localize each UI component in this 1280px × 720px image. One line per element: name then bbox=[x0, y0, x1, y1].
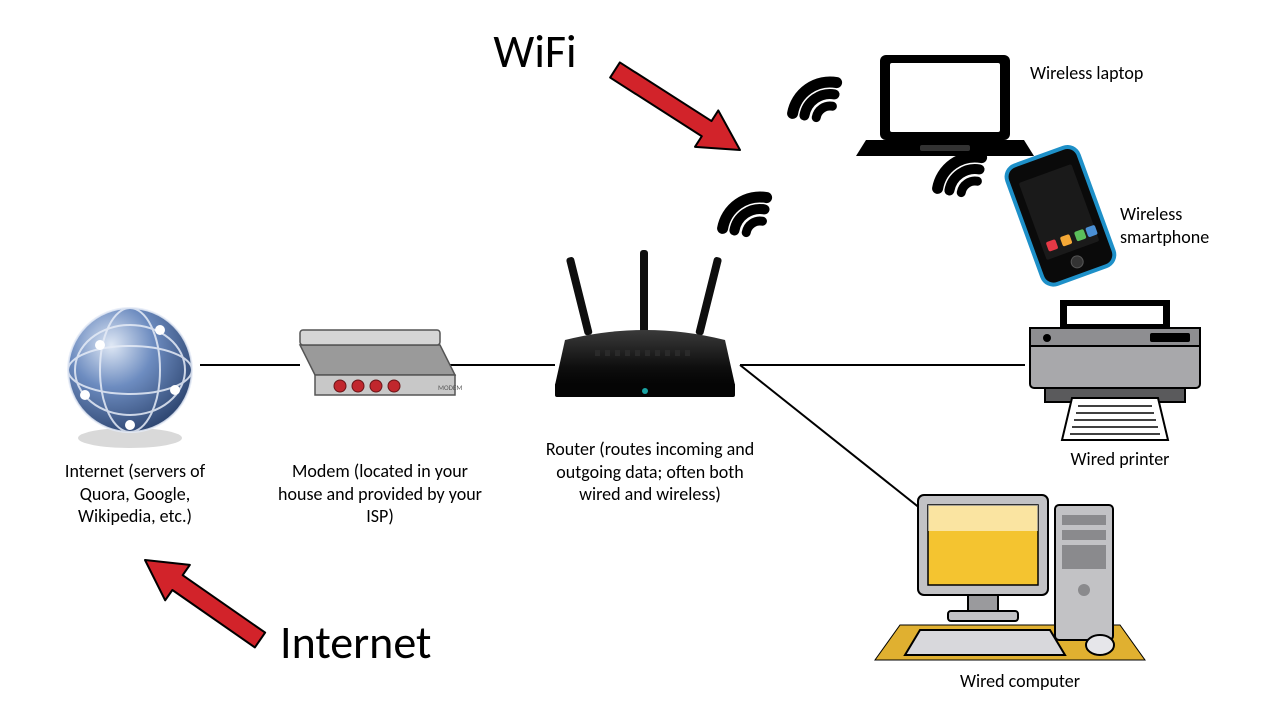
svg-text:MODEM: MODEM bbox=[438, 383, 462, 392]
modem-icon: MODEM bbox=[300, 330, 462, 395]
wifi-wave-1 bbox=[777, 61, 852, 136]
router-icon bbox=[555, 250, 735, 397]
internet-arrow bbox=[133, 542, 273, 657]
smartphone-label: Wireless smartphone bbox=[1120, 203, 1250, 248]
smartphone-icon bbox=[1001, 141, 1121, 291]
computer-icon bbox=[875, 495, 1145, 660]
wifi-title: WiFi bbox=[455, 24, 615, 82]
internet-title: Internet bbox=[280, 615, 500, 673]
printer-icon bbox=[1030, 300, 1200, 440]
globe-icon bbox=[68, 308, 192, 448]
wifi-wave-0 bbox=[707, 176, 782, 251]
diagram-canvas: MODEM bbox=[0, 0, 1280, 720]
printer-label: Wired printer bbox=[1040, 448, 1200, 471]
diagram-stage: MODEM bbox=[0, 0, 1280, 720]
computer-label: Wired computer bbox=[930, 670, 1110, 693]
laptop-label: Wireless laptop bbox=[1030, 62, 1200, 85]
laptop-icon bbox=[856, 55, 1034, 156]
modem-desc: Modem (located in your house and provide… bbox=[275, 460, 485, 528]
wifi-arrow bbox=[603, 52, 751, 168]
router-desc: Router (routes incoming and outgoing dat… bbox=[545, 438, 755, 506]
internet-desc: Internet (servers of Quora, Google, Wiki… bbox=[40, 460, 230, 528]
